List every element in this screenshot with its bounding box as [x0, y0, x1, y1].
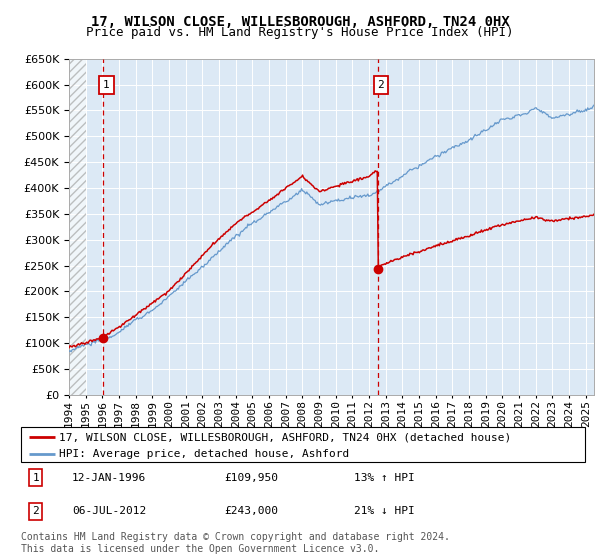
Text: HPI: Average price, detached house, Ashford: HPI: Average price, detached house, Ashf…	[59, 449, 350, 459]
Text: 17, WILSON CLOSE, WILLESBOROUGH, ASHFORD, TN24 0HX (detached house): 17, WILSON CLOSE, WILLESBOROUGH, ASHFORD…	[59, 432, 512, 442]
Text: £109,950: £109,950	[224, 473, 278, 483]
Text: 17, WILSON CLOSE, WILLESBOROUGH, ASHFORD, TN24 0HX: 17, WILSON CLOSE, WILLESBOROUGH, ASHFORD…	[91, 15, 509, 29]
Text: 06-JUL-2012: 06-JUL-2012	[72, 506, 146, 516]
Text: 13% ↑ HPI: 13% ↑ HPI	[354, 473, 415, 483]
Text: Price paid vs. HM Land Registry's House Price Index (HPI): Price paid vs. HM Land Registry's House …	[86, 26, 514, 39]
Text: 1: 1	[103, 80, 110, 90]
Text: 2: 2	[377, 80, 384, 90]
Text: 21% ↓ HPI: 21% ↓ HPI	[354, 506, 415, 516]
Text: Contains HM Land Registry data © Crown copyright and database right 2024.
This d: Contains HM Land Registry data © Crown c…	[21, 532, 450, 554]
Text: 1: 1	[32, 473, 39, 483]
Text: 12-JAN-1996: 12-JAN-1996	[72, 473, 146, 483]
Text: £243,000: £243,000	[224, 506, 278, 516]
Text: 2: 2	[32, 506, 39, 516]
Bar	[69, 59, 86, 395]
